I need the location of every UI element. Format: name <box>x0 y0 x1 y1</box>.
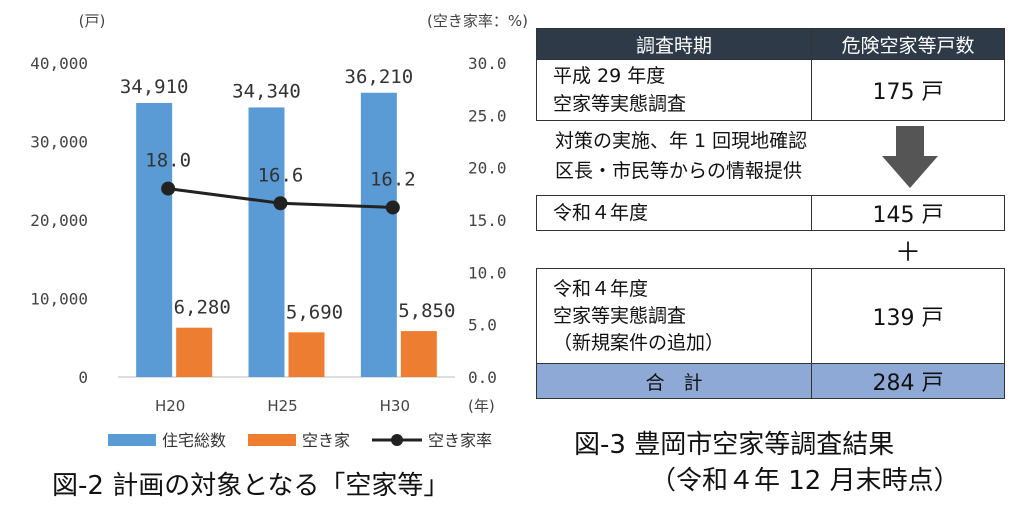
figure-3-caption-line2: （令和４年 12 月末時点） <box>650 466 960 496</box>
x-category-label: H30 <box>380 397 410 415</box>
figure-2-caption: 図-2 計画の対象となる「空家等」 <box>52 471 450 501</box>
bar-vacant <box>400 331 437 377</box>
row3-label: 令和４年度 空家等実態調査 （新規案件の追加） <box>536 268 812 364</box>
measures-note: 対策の実施、年 1 回現地確認 区長・市民等からの情報提供 <box>555 126 807 186</box>
bar-total-housing <box>360 92 397 378</box>
label-vacant: 5,850 <box>398 300 455 322</box>
label-total-housing: 34,910 <box>120 76 189 98</box>
rate-point <box>273 196 288 211</box>
row1-label: 平成 29 年度 空家等実態調査 <box>536 59 812 121</box>
down-arrow-icon <box>882 126 938 188</box>
x-axis-unit: (年) <box>468 397 495 415</box>
label-vacant: 6,280 <box>174 297 231 319</box>
legend-swatch-vacant <box>248 434 296 446</box>
row1-value: 175 戸 <box>811 59 1005 121</box>
bar-total-housing <box>248 107 285 377</box>
label-rate: 18.0 <box>145 150 191 172</box>
row2-value: 145 戸 <box>811 195 1005 231</box>
legend-label-rate: 空き家率 <box>428 431 492 450</box>
left-tick-label: 20,000 <box>30 211 88 230</box>
legend-label-vacant: 空き家 <box>302 431 350 450</box>
row3-value: 139 戸 <box>811 268 1005 364</box>
legend-marker-rate <box>391 434 403 446</box>
rate-point <box>385 200 400 215</box>
right-tick-label: 10.0 <box>468 263 507 282</box>
plus-sign: ＋ <box>894 237 921 268</box>
label-rate: 16.6 <box>258 164 304 186</box>
rate-point <box>161 181 176 196</box>
x-category-label: H20 <box>155 397 185 415</box>
row3-label-line3: （新規案件の追加） <box>553 331 725 354</box>
legend-swatch-total-housing <box>108 434 156 446</box>
right-tick-label: 15.0 <box>468 211 507 230</box>
row2-label: 令和４年度 <box>536 195 812 231</box>
table-header-count: 危険空家等戸数 <box>811 28 1005 60</box>
left-tick-label: 40,000 <box>30 54 88 73</box>
left-tick-label: 10,000 <box>30 290 88 309</box>
right-axis-unit: (空き家率：%) <box>427 12 528 30</box>
right-tick-label: 25.0 <box>468 106 507 125</box>
row3-label-line1: 令和４年度 <box>553 277 649 300</box>
right-tick-label: 20.0 <box>468 159 507 178</box>
left-tick-label: 0 <box>78 368 88 387</box>
right-tick-label: 0.0 <box>468 368 497 387</box>
table-header-period: 調査時期 <box>536 28 812 60</box>
label-rate: 16.2 <box>370 168 416 190</box>
bar-total-housing <box>136 102 173 378</box>
figure-3-caption-line1: 図-3 豊岡市空家等調査結果 <box>574 430 895 460</box>
right-tick-label: 5.0 <box>468 316 497 335</box>
measures-note-line2: 区長・市民等からの情報提供 <box>555 160 803 182</box>
row1-label-line2: 空家等実態調査 <box>553 93 687 115</box>
label-vacant: 5,690 <box>286 301 343 323</box>
left-tick-label: 30,000 <box>30 133 88 152</box>
x-category-label: H25 <box>267 397 297 415</box>
left-axis-unit: (戸) <box>79 12 106 30</box>
total-value: 284 戸 <box>811 363 1005 399</box>
legend-label-total-housing: 住宅総数 <box>162 431 226 450</box>
right-tick-label: 30.0 <box>468 54 507 73</box>
label-total-housing: 36,210 <box>345 66 414 88</box>
bar-vacant <box>288 332 325 377</box>
housing-chart: 40,000 30,000 20,000 10,000 0 30.0 25.0 20.0 15.… <box>30 12 528 450</box>
total-label: 合 計 <box>536 363 812 399</box>
row3-label-line2: 空家等実態調査 <box>553 304 687 327</box>
measures-note-line1: 対策の実施、年 1 回現地確認 <box>555 130 808 152</box>
label-total-housing: 34,340 <box>232 80 301 102</box>
bar-vacant <box>176 327 213 377</box>
row1-label-line1: 平成 29 年度 <box>553 65 666 87</box>
